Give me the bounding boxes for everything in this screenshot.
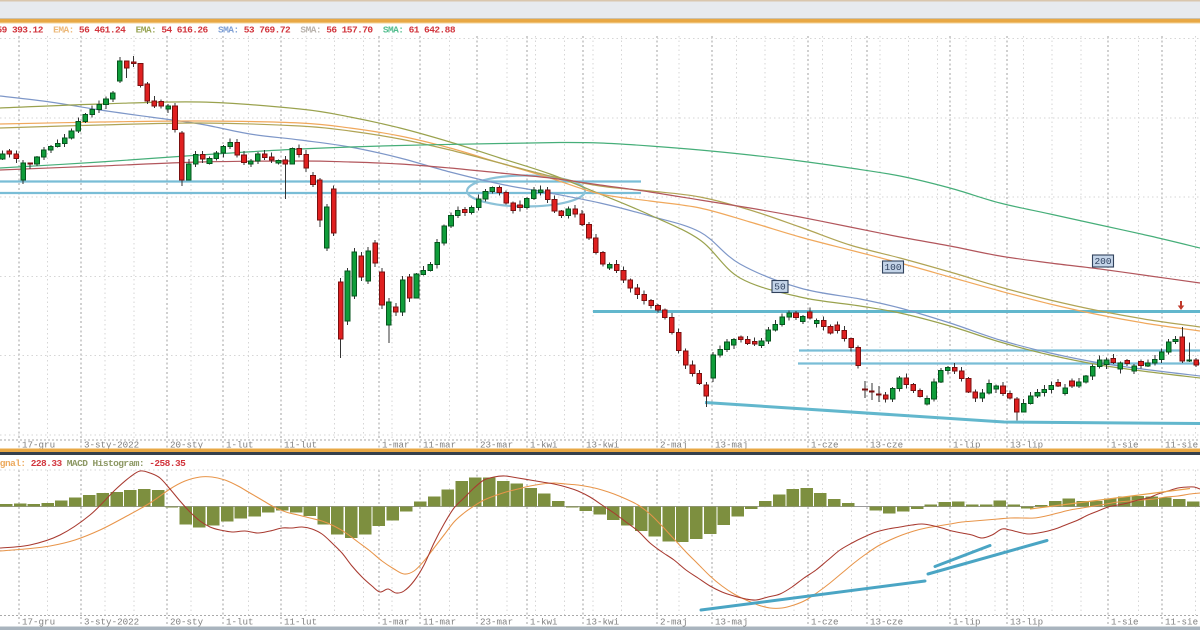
- svg-text:17-gru: 17-gru: [22, 617, 55, 628]
- svg-text:13-cze: 13-cze: [870, 617, 903, 628]
- svg-text:11-sie: 11-sie: [1165, 617, 1198, 628]
- svg-text:1-sie: 1-sie: [1111, 617, 1139, 628]
- svg-text:23-mar: 23-mar: [480, 617, 513, 628]
- svg-text:3-sty-2022: 3-sty-2022: [84, 617, 139, 628]
- svg-text:13-maj: 13-maj: [715, 440, 748, 451]
- svg-text:20-sty: 20-sty: [170, 440, 204, 451]
- svg-text:1-lut: 1-lut: [226, 440, 254, 451]
- svg-text:13-kwi: 13-kwi: [586, 440, 620, 451]
- svg-text:1-lip: 1-lip: [953, 617, 981, 628]
- svg-text:2-maj: 2-maj: [660, 440, 688, 451]
- svg-text:17-gru: 17-gru: [22, 440, 55, 451]
- svg-text:13-kwi: 13-kwi: [586, 617, 620, 628]
- svg-text:1-cze: 1-cze: [811, 617, 839, 628]
- svg-text:1-sie: 1-sie: [1111, 440, 1139, 451]
- svg-text:11-lut: 11-lut: [284, 617, 317, 628]
- svg-text:11-mar: 11-mar: [423, 440, 456, 451]
- svg-text:100: 100: [884, 262, 901, 273]
- svg-text:13-cze: 13-cze: [870, 440, 903, 451]
- svg-text:50: 50: [774, 282, 786, 293]
- svg-text:11-sie: 11-sie: [1165, 440, 1198, 451]
- svg-text:200: 200: [1094, 256, 1111, 267]
- svg-text:20-sty: 20-sty: [170, 617, 204, 628]
- svg-text:1-cze: 1-cze: [811, 440, 839, 451]
- svg-text:1-kwi: 1-kwi: [530, 440, 558, 451]
- svg-text:13-lip: 13-lip: [1010, 440, 1043, 451]
- svg-text:59 393.12 EMA: 56 461.24 EMA: 59 393.12 EMA: 56 461.24 EMA: 54 616.26 …: [0, 25, 460, 36]
- svg-text:1-lip: 1-lip: [953, 440, 981, 451]
- svg-text:2-maj: 2-maj: [660, 617, 688, 628]
- svg-text:1-mar: 1-mar: [382, 440, 410, 451]
- svg-text:Signal: 228.33 MACD Histogram:: Signal: 228.33 MACD Histogram: -258.35: [0, 458, 186, 469]
- svg-text:23-mar: 23-mar: [480, 440, 513, 451]
- svg-text:1-mar: 1-mar: [382, 617, 410, 628]
- svg-text:3-sty-2022: 3-sty-2022: [84, 440, 139, 451]
- svg-text:13-maj: 13-maj: [715, 617, 748, 628]
- svg-text:11-lut: 11-lut: [284, 440, 317, 451]
- svg-text:11-mar: 11-mar: [423, 617, 456, 628]
- svg-text:13-lip: 13-lip: [1010, 617, 1043, 628]
- svg-text:1-kwi: 1-kwi: [530, 617, 558, 628]
- svg-text:1-lut: 1-lut: [226, 617, 254, 628]
